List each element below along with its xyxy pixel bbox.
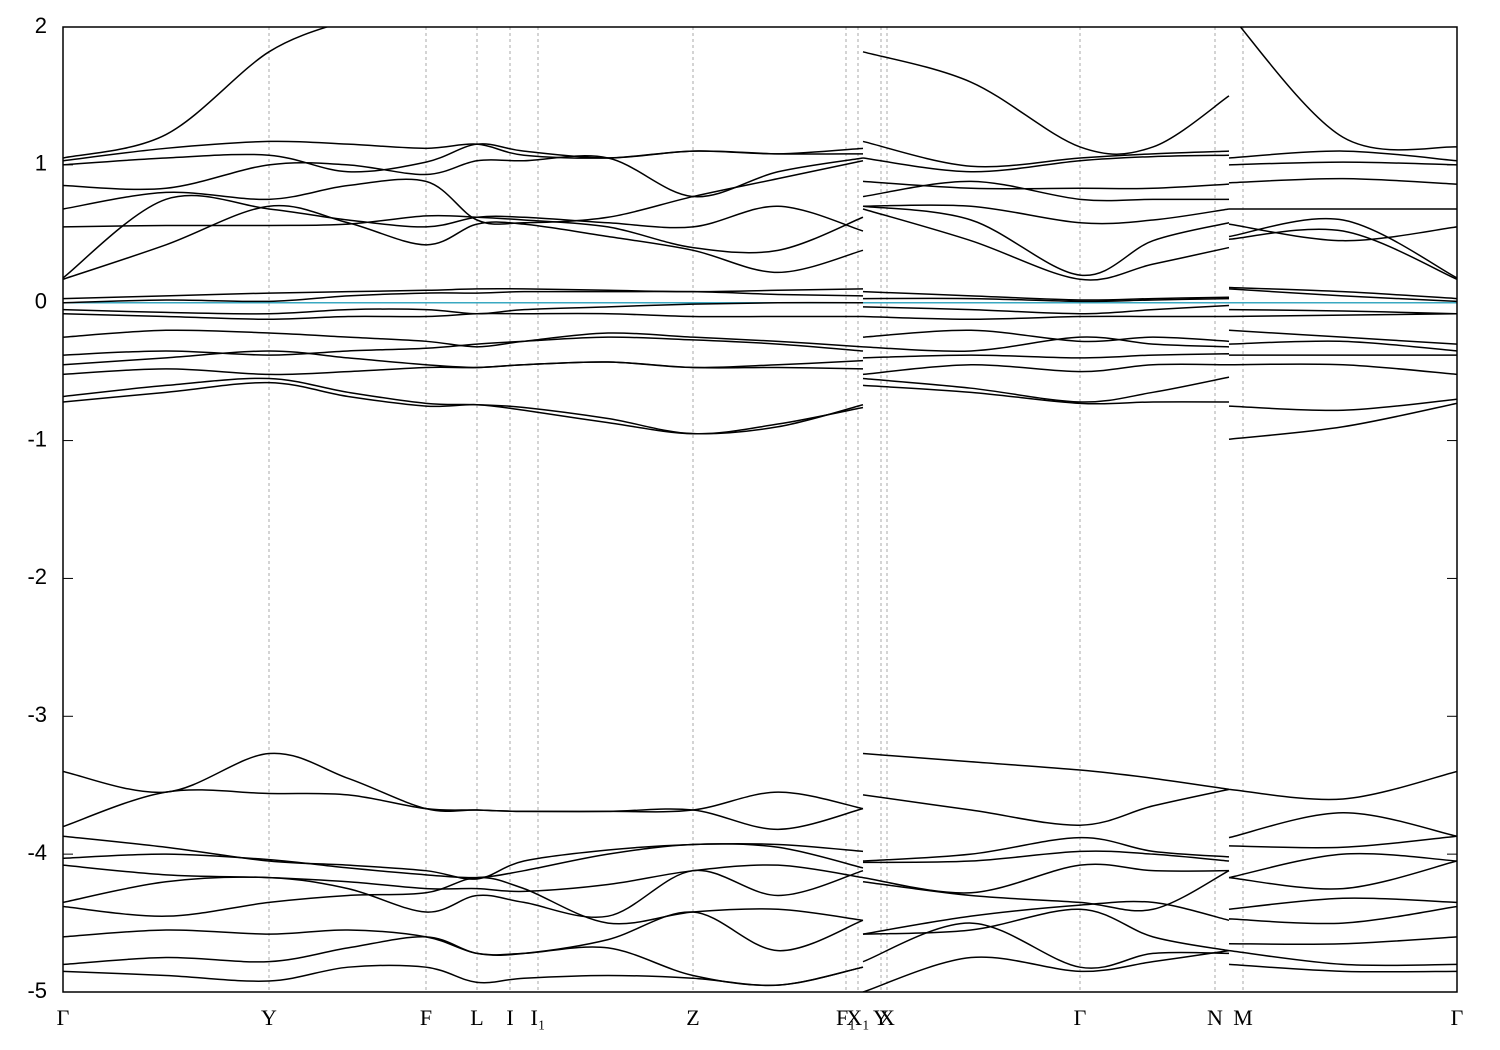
band-line [63,788,1457,839]
band-line [63,361,1457,376]
y-tick-label: -3 [27,702,47,727]
band-line [63,869,1457,918]
y-tick-label: -4 [27,840,47,865]
x-tick-label: Y [261,1005,277,1030]
band-line [63,204,1457,281]
y-tick-label: 2 [35,13,47,38]
band-line [63,286,1457,301]
y-tick-label: -1 [27,426,47,451]
grid [62,26,1458,993]
band-line [63,922,1457,987]
band-line [63,204,1457,254]
band-line [63,159,1457,225]
y-tick-label: 0 [35,289,47,314]
x-tick-label: N [1207,1005,1223,1030]
x-tick-label: F₁ [836,1005,856,1030]
band-line [63,336,1457,356]
x-tick-label: X [879,1005,895,1030]
x-tick-label: Γ [1074,1005,1087,1030]
x-tick-label: I [506,1005,513,1030]
band-line [63,381,1457,440]
x-tick-label: Y [873,1005,889,1030]
band-line [63,312,1457,321]
x-tick-label: Γ [1451,1005,1464,1030]
x-tick-label: L [470,1005,483,1030]
band-line [63,949,1457,992]
x-tick-label: Z [686,1005,699,1030]
band-line [63,288,1457,304]
band-line [63,376,1457,435]
band-line [63,155,1457,198]
band-line [63,27,1457,159]
x-tick-label: I₁ [531,1005,546,1030]
y-tick-label: -5 [27,978,47,1003]
band-line [63,140,1457,168]
band-line [63,329,1457,348]
x-tick-label: X₁ [846,1005,870,1030]
x-tick-label: F [420,1005,432,1030]
band-line [63,876,1457,935]
band-line [63,143,1457,173]
y-tick-label: 1 [35,151,47,176]
band-line [63,908,1457,957]
x-tick-label: M [1233,1005,1253,1030]
x-tick-label: Γ [57,1005,70,1030]
band-line [63,301,1457,315]
plot-frame [62,26,1458,993]
bands [63,27,1457,992]
y-tick-label: -2 [27,564,47,589]
band-line [63,752,1457,813]
